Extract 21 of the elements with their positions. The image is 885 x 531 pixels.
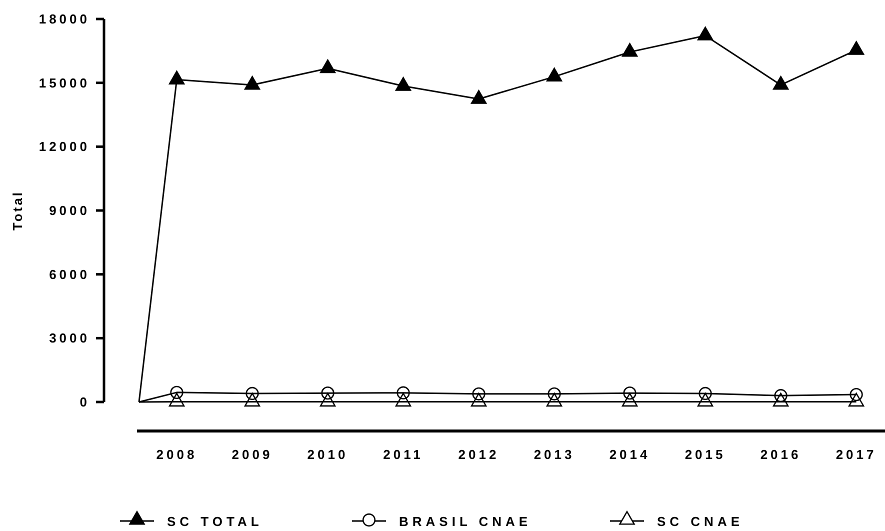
x-tick-label: 2012 bbox=[458, 447, 500, 462]
y-tick-label: 12000 bbox=[38, 139, 90, 154]
y-tick-label: 18000 bbox=[38, 12, 90, 27]
x-tick-label: 2015 bbox=[684, 447, 726, 462]
x-tick-label: 2009 bbox=[232, 447, 273, 462]
x-tick-label: 2008 bbox=[156, 447, 198, 462]
legend-label: SC TOTAL bbox=[167, 514, 263, 529]
x-tick-label: 2011 bbox=[383, 447, 424, 462]
legend-label: SC CNAE bbox=[657, 514, 744, 529]
legend-label: BRASIL CNAE bbox=[399, 514, 532, 529]
y-tick-label: 0 bbox=[80, 394, 90, 410]
y-tick-label: 6000 bbox=[49, 266, 90, 282]
y-tick-label: 15000 bbox=[38, 75, 90, 90]
x-tick-label: 2013 bbox=[534, 447, 575, 462]
y-axis-title: Total bbox=[10, 190, 25, 231]
x-tick-label: 2017 bbox=[836, 447, 877, 462]
x-tick-label: 2014 bbox=[609, 447, 650, 462]
y-tick-label: 9000 bbox=[49, 203, 90, 218]
y-tick-label: 3000 bbox=[49, 330, 90, 346]
x-tick-label: 2010 bbox=[307, 447, 348, 462]
x-tick-label: 2016 bbox=[760, 447, 802, 462]
